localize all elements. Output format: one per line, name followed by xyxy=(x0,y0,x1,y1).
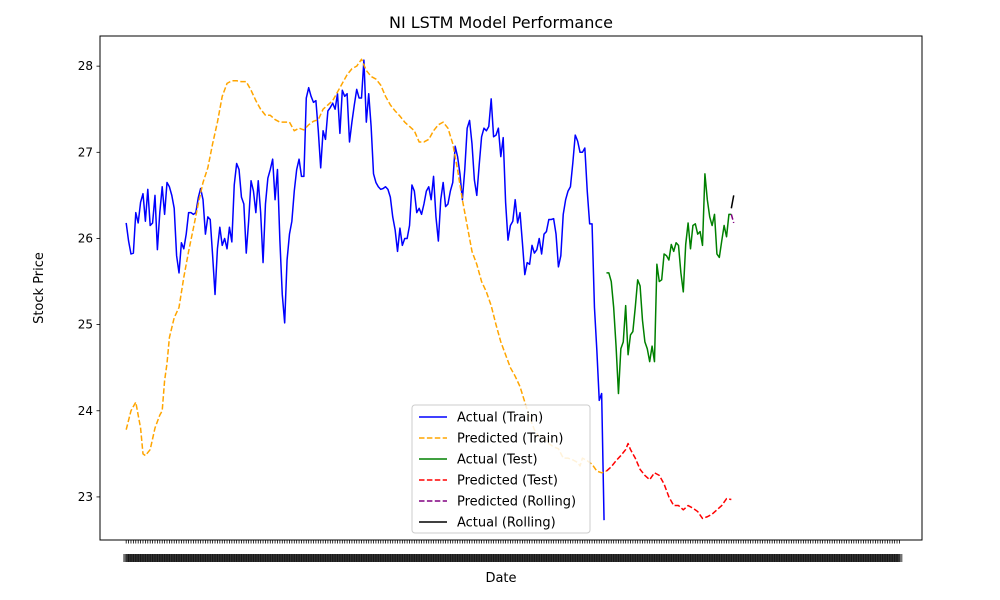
legend-label: Actual (Test) xyxy=(457,453,538,468)
x-tick-label xyxy=(896,554,903,562)
y-tick-label: 27 xyxy=(78,145,93,159)
legend-box xyxy=(411,404,591,534)
legend-label: Predicted (Train) xyxy=(457,432,564,447)
legend-label: Actual (Train) xyxy=(457,411,543,426)
series-line-3 xyxy=(606,173,732,395)
y-axis-title: Stock Price xyxy=(32,252,47,324)
y-ticks: 23 24 25 26 27 28 xyxy=(78,59,100,504)
legend-label: Predicted (Test) xyxy=(457,474,558,489)
y-tick-label: 28 xyxy=(78,59,93,73)
y-tick-label: 23 xyxy=(78,490,93,504)
chart-title: NI LSTM Model Performance xyxy=(389,13,613,32)
series-line-4 xyxy=(605,442,732,520)
plot-frame xyxy=(99,35,923,541)
series-line-6 xyxy=(730,195,735,209)
series-line-5 xyxy=(730,214,735,224)
x-ticks xyxy=(125,540,900,544)
legend-label: Predicted (Rolling) xyxy=(457,495,576,510)
x-tick-labels xyxy=(123,554,903,562)
y-tick-label: 25 xyxy=(78,318,93,332)
x-axis-title: Date xyxy=(485,571,516,586)
legend: Actual (Train) Predicted (Train) Actual (T… xyxy=(411,404,591,534)
y-tick-label: 26 xyxy=(78,231,93,245)
series-line-1 xyxy=(125,59,605,521)
legend-label: Actual (Rolling) xyxy=(457,516,556,531)
y-tick-label: 24 xyxy=(78,404,93,418)
